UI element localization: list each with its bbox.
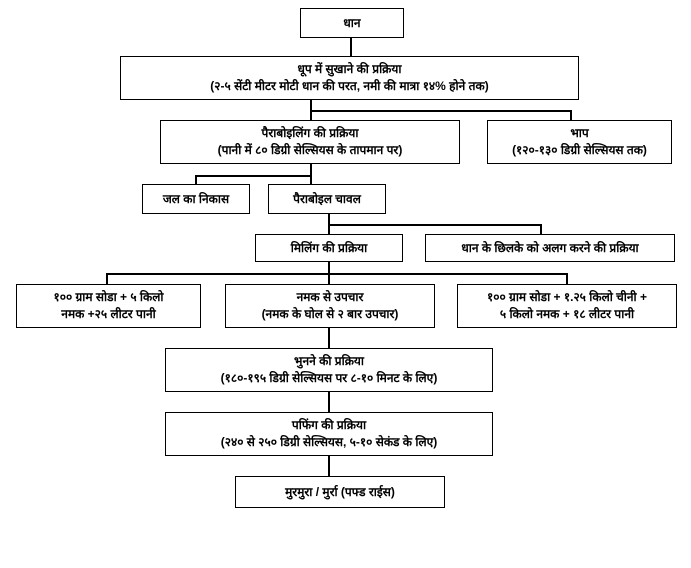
- connector: [540, 224, 542, 234]
- node-label: १०० ग्राम सोडा + १.२५ किलो चीनी +: [487, 289, 647, 306]
- node-puffing: पफिंग की प्रक्रिया (२४० से २५० डिग्री से…: [165, 412, 493, 456]
- connector: [570, 110, 572, 120]
- connector: [328, 224, 540, 226]
- node-soda-mix-2: १०० ग्राम सोडा + १.२५ किलो चीनी + ५ किलो…: [457, 284, 677, 328]
- node-label: जल का निकास: [163, 191, 229, 208]
- node-puffed-rice: मुरमुरा / मुर्रा (पफ्ड राईस): [235, 476, 445, 508]
- node-salt-treat: नमक से उपचार (नमक के घोल से २ बार उपचार): [225, 284, 435, 328]
- connector: [328, 328, 330, 348]
- connector: [310, 110, 572, 112]
- connector: [106, 273, 108, 284]
- node-label: भुनने की प्रक्रिया: [294, 353, 364, 370]
- node-label: १०० ग्राम सोडा + ५ किलो: [53, 289, 163, 306]
- node-label: धान के छिलके को अलग करने की प्रक्रिया: [461, 240, 638, 257]
- node-label: धान: [343, 15, 360, 32]
- connector: [328, 456, 330, 476]
- connector: [106, 273, 568, 275]
- node-sublabel: (नमक के घोल से २ बार उपचार): [262, 306, 399, 323]
- node-sublabel: (पानी में ८० डिग्री सेल्सियस के तापमान प…: [218, 142, 403, 159]
- connector: [310, 164, 312, 184]
- node-parboil: पैराबोइलिंग की प्रक्रिया (पानी में ८० डि…: [160, 120, 460, 164]
- connector: [328, 392, 330, 412]
- node-dehusk: धान के छिलके को अलग करने की प्रक्रिया: [425, 234, 675, 262]
- node-label: पफिंग की प्रक्रिया: [292, 417, 366, 434]
- node-milling: मिलिंग की प्रक्रिया: [255, 234, 403, 262]
- node-sun-dry: धूप में सुखाने की प्रक्रिया (२-५ सेंटी म…: [120, 56, 579, 100]
- node-sublabel: ५ किलो नमक + १८ लीटर पानी: [500, 306, 634, 323]
- node-drain: जल का निकास: [142, 184, 250, 214]
- connector: [350, 38, 352, 56]
- node-dhan: धान: [300, 8, 404, 38]
- node-label: मिलिंग की प्रक्रिया: [291, 240, 368, 257]
- node-parboiled-rice: पैराबोइल चावल: [268, 184, 386, 214]
- node-soda-mix-1: १०० ग्राम सोडा + ५ किलो नमक +२५ लीटर पान…: [16, 284, 201, 328]
- node-roast: भुनने की प्रक्रिया (१८०-१९५ डिग्री सेल्स…: [165, 348, 493, 392]
- connector: [195, 175, 312, 177]
- node-sublabel: (२-५ सेंटी मीटर मोटी धान की परत, नमी की …: [210, 78, 488, 95]
- node-label: पैराबोइलिंग की प्रक्रिया: [262, 125, 359, 142]
- node-sublabel: (१२०-१३० डिग्री सेल्सियस तक): [512, 142, 647, 159]
- node-sublabel: नमक +२५ लीटर पानी: [61, 306, 155, 323]
- node-label: मुरमुरा / मुर्रा (पफ्ड राईस): [285, 484, 395, 501]
- node-label: नमक से उपचार: [297, 289, 364, 306]
- connector: [566, 273, 568, 284]
- node-label: भाप: [570, 125, 588, 142]
- node-label: पैराबोइल चावल: [293, 191, 361, 208]
- node-sublabel: (२४० से २५० डिग्री सेल्सियस, ५-१० सेकंड …: [221, 434, 437, 451]
- node-sublabel: (१८०-१९५ डिग्री सेल्सियस पर ८-१० मिनट के…: [221, 370, 438, 387]
- node-label: धूप में सुखाने की प्रक्रिया: [298, 61, 402, 78]
- node-steam: भाप (१२०-१३० डिग्री सेल्सियस तक): [487, 120, 672, 164]
